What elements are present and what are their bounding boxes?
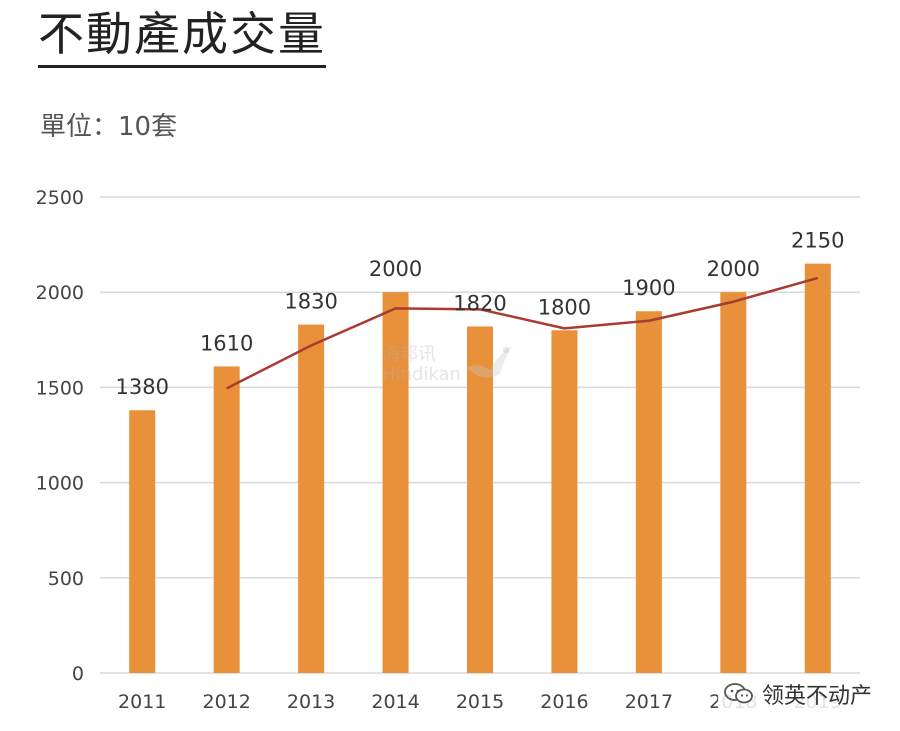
data-label-2014: 2000 — [369, 257, 422, 281]
y-axis: 0 500 1000 1500 2000 2500 — [36, 187, 84, 685]
x-tick-label-2012: 2012 — [202, 691, 250, 713]
x-tick-label-2016: 2016 — [540, 691, 588, 713]
bar-2011 — [129, 410, 156, 673]
y-tick-label: 0 — [72, 663, 84, 685]
data-label-2013: 1830 — [284, 290, 337, 314]
x-tick-label-2014: 2014 — [371, 691, 419, 713]
bar-2015 — [467, 326, 493, 673]
y-tick-label: 2000 — [36, 282, 84, 304]
bar-2019 — [804, 263, 831, 673]
x-tick-label-2013: 2013 — [287, 691, 335, 713]
data-labels: 1380 1610 1830 2000 1820 1800 1900 2000 2150 — [115, 229, 844, 400]
bar-2012 — [213, 366, 240, 673]
bar-2017 — [635, 311, 662, 673]
data-label-2018: 2000 — [707, 257, 760, 281]
brand-label: 领英不动产 — [762, 684, 873, 709]
bar-2013 — [298, 324, 325, 673]
watermark-line1: 海邦讯 — [382, 344, 436, 365]
chart-title: 不動產成交量 — [38, 8, 326, 68]
brand-badge: 领英不动产 — [718, 676, 879, 712]
bar-2016 — [551, 330, 578, 673]
data-label-2016: 1800 — [538, 295, 591, 319]
watermark: 海邦讯 Hindikan — [382, 345, 461, 385]
bar-series — [129, 263, 831, 673]
data-label-2015: 1820 — [453, 291, 506, 315]
x-tick-label-2011: 2011 — [118, 691, 166, 713]
wechat-icon — [724, 683, 753, 704]
y-tick-label: 500 — [48, 568, 84, 590]
trend-line — [226, 276, 819, 390]
x-tick-label-2015: 2015 — [456, 691, 504, 713]
bar-2014 — [382, 292, 409, 673]
data-label-2019: 2150 — [791, 229, 844, 253]
y-tick-label: 1500 — [36, 377, 84, 399]
y-tick-label: 2500 — [36, 187, 84, 209]
y-tick-label: 1000 — [36, 473, 84, 495]
trend-line-series — [226, 276, 819, 390]
data-label-2017: 1900 — [622, 276, 675, 300]
bar-2018 — [720, 292, 747, 673]
unit-label: 單位：10套 — [40, 112, 178, 142]
watermark-bird-icon — [466, 346, 512, 378]
data-label-2011: 1380 — [115, 375, 168, 399]
data-label-2012: 1610 — [200, 331, 253, 355]
watermark-line2: Hindikan — [382, 363, 461, 385]
x-tick-label-2017: 2017 — [625, 691, 673, 713]
